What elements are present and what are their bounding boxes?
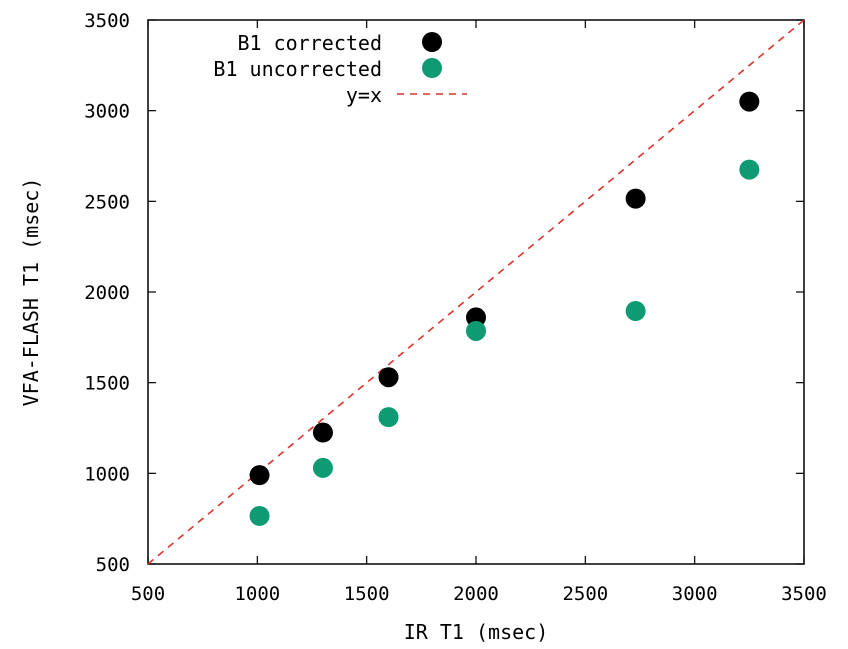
reference-line-y-equals-x — [147, 19, 805, 565]
axis-tick-labels: 500 1000 1500 2000 2500 3000 3500 500 1000 1500 20… — [84, 10, 827, 605]
point-b1-corrected-0 — [249, 465, 270, 486]
x-tick-label-1000: 1000 — [234, 583, 280, 605]
x-tick-label-500: 500 — [131, 583, 165, 605]
y-tick-label-3000: 3000 — [84, 101, 130, 123]
point-b1-corrected-2 — [378, 367, 399, 388]
point-b1-corrected-4 — [625, 188, 646, 209]
axis-ticks — [147, 19, 805, 565]
point-b1-uncorrected-5 — [739, 159, 760, 180]
data-points — [249, 91, 760, 526]
legend-marker-b1-uncorrected — [422, 58, 442, 78]
point-b1-uncorrected-4 — [625, 301, 646, 322]
point-b1-uncorrected-1 — [312, 457, 333, 478]
y-tick-label-1000: 1000 — [84, 463, 130, 485]
y-tick-label-2500: 2500 — [84, 191, 130, 213]
y-tick-label-2000: 2000 — [84, 282, 130, 304]
point-b1-uncorrected-2 — [378, 407, 399, 428]
point-b1-uncorrected-3 — [466, 320, 486, 341]
legend-label-y-equals-x: y=x — [346, 83, 382, 107]
x-tick-label-1500: 1500 — [344, 583, 390, 605]
legend-marker-b1-corrected — [422, 32, 442, 52]
x-axis-label: IR T1 (msec) — [404, 620, 549, 644]
x-tick-label-2500: 2500 — [562, 583, 608, 605]
point-b1-corrected-5 — [739, 91, 760, 112]
x-tick-label-3500: 3500 — [781, 583, 827, 605]
legend: B1 corrected B1 uncorrected y=x — [213, 31, 467, 107]
x-tick-label-2000: 2000 — [453, 583, 499, 605]
y-tick-label-3500: 3500 — [84, 10, 130, 32]
y-tick-label-500: 500 — [96, 554, 130, 576]
y-tick-label-1500: 1500 — [84, 373, 130, 395]
x-tick-label-3000: 3000 — [672, 583, 718, 605]
legend-label-b1-corrected: B1 corrected — [238, 31, 383, 55]
y-axis-label: VFA-FLASH T1 (msec) — [19, 178, 43, 407]
point-b1-uncorrected-0 — [249, 505, 270, 526]
legend-label-b1-uncorrected: B1 uncorrected — [213, 57, 382, 81]
point-b1-corrected-1 — [312, 422, 333, 443]
